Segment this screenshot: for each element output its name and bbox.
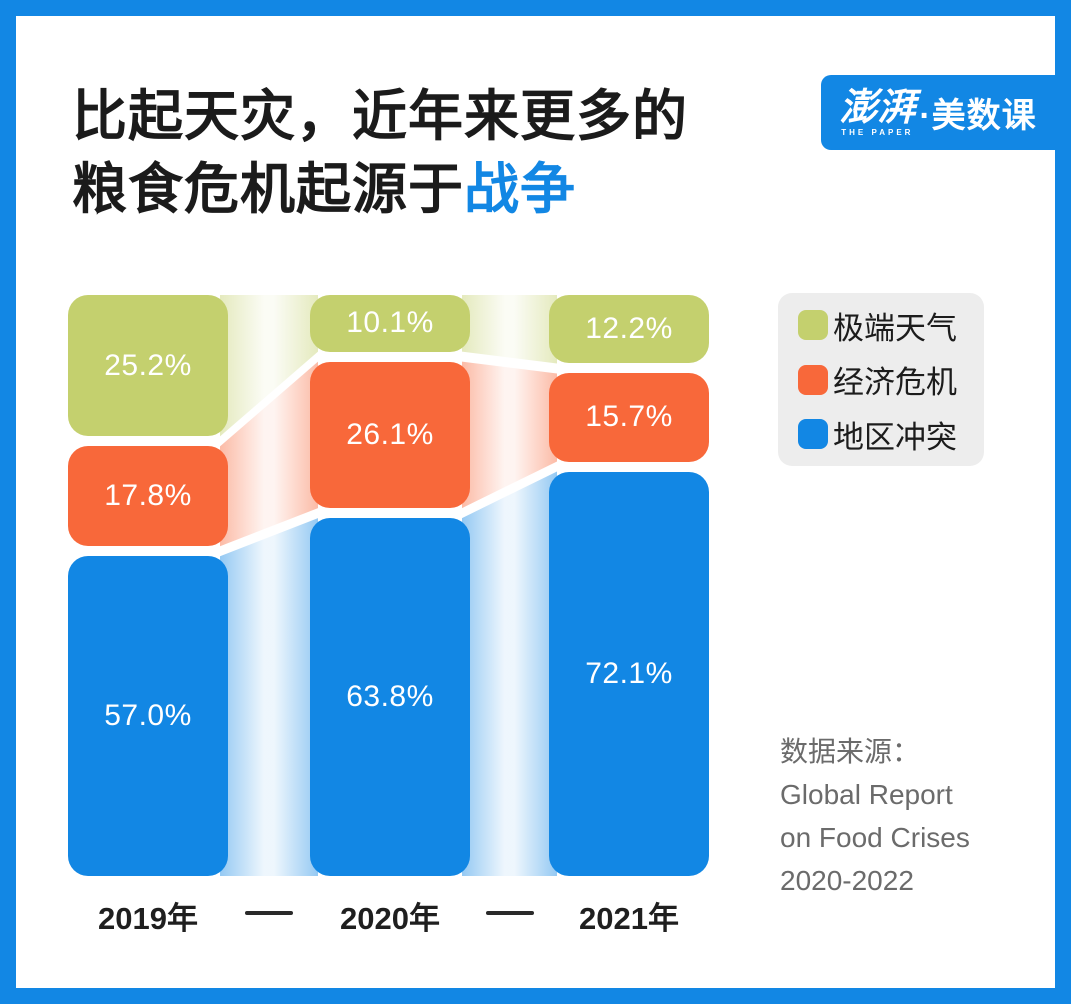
legend-label: 经济危机 [833,365,957,400]
thepaper-logo-cn-block: 澎湃 THE PAPER [839,89,915,137]
bar-value-label: 25.2% [104,348,192,382]
legend-item-极端天气: 极端天气 [798,303,984,348]
ribbon-极端天气 [220,295,318,437]
thepaper-logo-badge: 澎湃 THE PAPER ·美数课 [821,75,1055,150]
bar-segment-极端天气-2020年: 10.1% [310,295,470,352]
source-line-2: on Food Crises [780,822,970,853]
ribbon-经济危机 [220,361,318,547]
logo-suffix-meishuke: ·美数课 [919,97,1037,135]
bar-segment-极端天气-2021年: 12.2% [549,295,709,364]
thepaper-logo-cn: 澎湃 [839,86,916,129]
bar-segment-经济危机-2021年: 15.7% [549,373,709,462]
title-line-1: 比起天灾，近年来更多的 [72,85,689,147]
bar-value-label: 15.7% [585,400,673,434]
title-highlight-war: 战争 [464,158,577,220]
bar-value-label: 57.0% [104,699,192,733]
year-separator-line [485,911,534,915]
bar-segment-经济危机-2020年: 26.1% [310,361,470,509]
legend-item-地区冲突: 地区冲突 [798,412,984,457]
bar-value-label: 12.2% [585,312,673,346]
legend-label: 极端天气 [833,310,957,346]
bar-segment-地区冲突-2019年: 57.0% [68,556,228,876]
x-axis-label-2019年: 2019年 [98,901,198,936]
source-line-3: 2020-2022 [780,865,914,896]
legend-swatch-icon [798,419,828,449]
legend-item-经济危机: 经济危机 [798,357,984,402]
thepaper-logo-en: THE PAPER [841,127,914,137]
page-title: 比起天灾，近年来更多的 粮食危机起源于战争 [72,80,688,226]
source-label: 数据来源： [780,736,921,767]
bar-value-label: 26.1% [346,417,434,451]
bar-value-label: 63.8% [346,680,434,714]
legend-swatch-icon [798,310,828,340]
bar-segment-极端天气-2019年: 25.2% [68,295,228,437]
bar-segment-经济危机-2019年: 17.8% [68,446,228,547]
legend-label: 地区冲突 [833,419,957,455]
title-line-2: 粮食危机起源于战争 [72,153,688,226]
x-axis-label-2021年: 2021年 [579,901,679,936]
ribbon-经济危机 [462,361,557,509]
ribbon-极端天气 [462,295,557,364]
bar-segment-地区冲突-2021年: 72.1% [549,471,709,876]
ribbon-地区冲突 [462,471,557,876]
ribbon-地区冲突 [220,518,318,876]
source-note: 数据来源： Global Report on Food Crises 2020-… [780,730,970,902]
source-line-1: Global Report [780,779,953,810]
legend: 极端天气经济危机地区冲突 [778,293,984,466]
bar-value-label: 10.1% [346,306,434,340]
bar-segment-地区冲突-2020年: 63.8% [310,518,470,876]
bar-value-label: 72.1% [585,656,673,690]
legend-swatch-icon [798,364,828,395]
x-axis-label-2020年: 2020年 [340,901,440,936]
title-line-2-prefix: 粮食危机起源于 [72,158,465,220]
bar-value-label: 17.8% [104,479,192,513]
year-separator-line [245,911,293,915]
